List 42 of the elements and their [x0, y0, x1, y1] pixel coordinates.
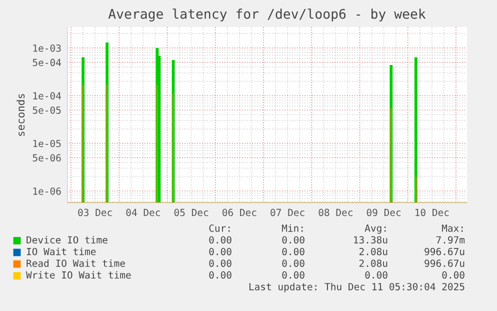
- legend-label: Write IO Wait time: [26, 271, 131, 279]
- text: 996.67u: [424, 248, 464, 256]
- text: 0.00: [209, 271, 232, 279]
- text: 13.38u: [354, 236, 388, 244]
- legend-label: IO Wait time: [26, 248, 96, 256]
- text: 0.00: [209, 260, 232, 267]
- text: 0.00: [209, 248, 232, 256]
- text: 996.67u: [424, 260, 464, 267]
- x-tick-label: 10 Dec: [416, 208, 449, 216]
- text: Cur:: [209, 224, 230, 232]
- text: 0.00: [282, 248, 304, 256]
- text: Min:: [282, 224, 303, 232]
- text: Avg:: [364, 224, 386, 234]
- x-tick-label: 03 Dec: [78, 208, 112, 216]
- y-tick-label: 5e-04: [32, 58, 61, 66]
- text: 7.97m: [436, 236, 465, 244]
- x-tick-label: 04 Dec: [126, 208, 160, 216]
- legend-label: Device IO time: [26, 236, 108, 244]
- text: 0.00: [282, 260, 304, 267]
- text: Last update: Thu Dec 11 05:30:04 2025: [249, 282, 464, 292]
- y-tick-label: 1e-04: [33, 92, 61, 100]
- y-axis-title: seconds: [16, 94, 25, 136]
- text: 0.00: [282, 271, 304, 279]
- y-tick-label: 5e-06: [32, 154, 61, 162]
- text: 2.08u: [359, 248, 388, 256]
- x-tick-label: 05 Dec: [174, 208, 208, 216]
- y-tick-label: 1e-03: [33, 44, 61, 52]
- x-tick-label: 08 Dec: [318, 208, 352, 216]
- x-tick-label: 09 Dec: [366, 208, 401, 216]
- legend-label: Read IO Wait time: [26, 259, 125, 267]
- text: 0.00: [365, 271, 388, 279]
- text: 0.00: [282, 236, 304, 244]
- chart-title: Average latency for /dev/loop6 - by week: [108, 8, 426, 22]
- text: Max:: [442, 224, 463, 232]
- y-tick-label: 5e-05: [32, 106, 61, 114]
- x-tick-label: 07 Dec: [270, 208, 304, 216]
- text: 2.08u: [359, 260, 388, 267]
- y-tick-label: 1e-06: [33, 187, 61, 195]
- text: 0.00: [442, 271, 464, 279]
- text: 0.00: [209, 236, 232, 244]
- x-tick-label: 06 Dec: [222, 208, 256, 216]
- y-tick-label: 1e-05: [33, 140, 61, 148]
